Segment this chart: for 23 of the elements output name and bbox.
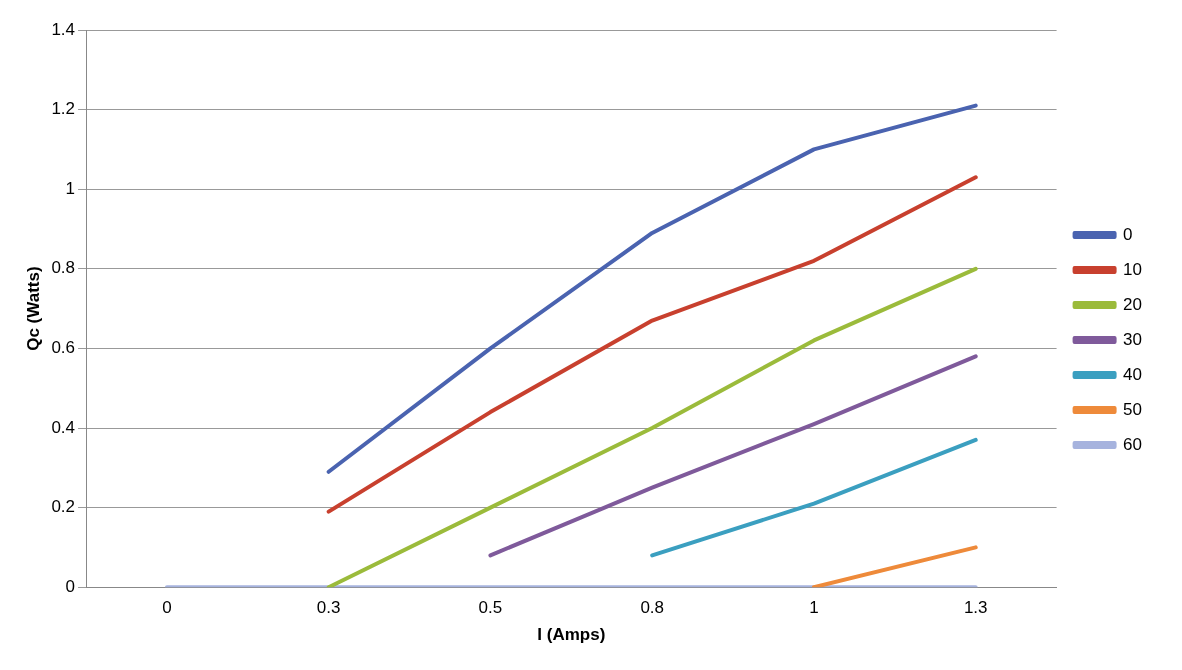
legend-label: 30 xyxy=(1123,329,1143,349)
x-axis-title: I (Amps) xyxy=(537,625,606,645)
x-tick-label: 0.8 xyxy=(640,598,665,618)
x-tick-label: 0.5 xyxy=(478,598,503,618)
y-tick-label: 1 xyxy=(65,178,76,198)
legend-label: 0 xyxy=(1123,224,1133,244)
x-tick-label: 0.3 xyxy=(316,598,341,618)
y-axis-title: Qc (Watts) xyxy=(23,266,43,351)
y-tick-label: 1.2 xyxy=(51,99,76,119)
legend-label: 10 xyxy=(1123,259,1143,279)
y-tick-label: 0 xyxy=(65,576,76,596)
x-tick-label: 1.3 xyxy=(963,598,988,618)
legend-label: 20 xyxy=(1123,294,1143,314)
legend-label: 50 xyxy=(1123,399,1143,419)
y-tick-label: 0.4 xyxy=(51,417,76,437)
y-tick-label: 0.6 xyxy=(51,338,76,358)
x-tick-label: 1 xyxy=(809,598,819,618)
x-tick-label: 0 xyxy=(162,598,172,618)
legend-label: 40 xyxy=(1123,364,1143,384)
legend-label: 60 xyxy=(1123,434,1143,454)
y-tick-label: 0.2 xyxy=(51,497,76,517)
y-tick-label: 1.4 xyxy=(51,19,76,39)
y-tick-label: 0.8 xyxy=(51,258,76,278)
